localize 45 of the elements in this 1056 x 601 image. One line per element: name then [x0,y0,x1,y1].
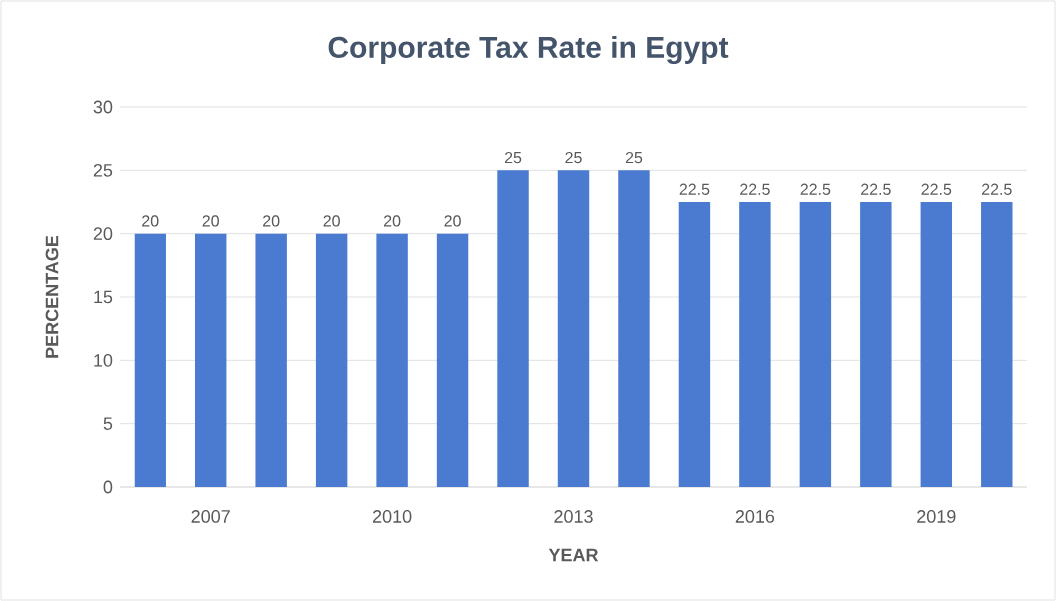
data-label: 22.5 [921,183,952,195]
y-tick-label: 5 [103,417,113,430]
y-tick-label: 20 [93,227,113,241]
data-label: 20 [384,215,401,227]
y-tick-label: 30 [93,100,113,114]
bar [799,202,832,487]
y-tick-label: 10 [94,353,113,367]
bar [920,202,953,487]
bar [618,170,650,487]
bar [436,233,469,487]
y-tick-label: 0 [103,480,113,494]
data-label: 20 [263,215,280,227]
data-label: 20 [323,215,340,227]
data-label: 25 [504,151,522,164]
x-tick-label: 2016 [735,510,775,523]
y-tick-label: 15 [94,290,113,304]
data-label: 22.5 [679,183,710,195]
bar [255,233,287,487]
data-label: 22.5 [740,183,770,195]
x-tick-label: 2007 [191,510,230,523]
chart-title: Corporate Tax Rate in Egypt [328,35,729,65]
bar [497,170,529,487]
bar [557,170,590,487]
x-axis-title: YEAR [548,548,599,562]
bar [194,233,227,487]
data-label: 20 [142,215,159,227]
data-label: 20 [202,215,219,227]
data-label: 20 [444,215,461,227]
x-tick-label: 2013 [554,510,593,523]
bar [860,202,892,487]
data-label: 22.5 [800,183,831,195]
bar [315,233,348,487]
data-label: 25 [565,151,582,164]
data-label: 22.5 [982,183,1012,195]
y-tick-label: 25 [93,163,113,177]
data-label: 25 [625,151,643,164]
x-tick-label: 2010 [372,510,412,523]
bar [376,233,408,487]
bar [678,202,711,487]
bar [981,202,1013,487]
x-tick-label: 2019 [917,510,956,523]
bar [739,202,771,487]
bar [134,233,166,487]
data-label: 22.5 [861,183,891,195]
y-axis-title: PERCENTAGE [45,235,59,358]
